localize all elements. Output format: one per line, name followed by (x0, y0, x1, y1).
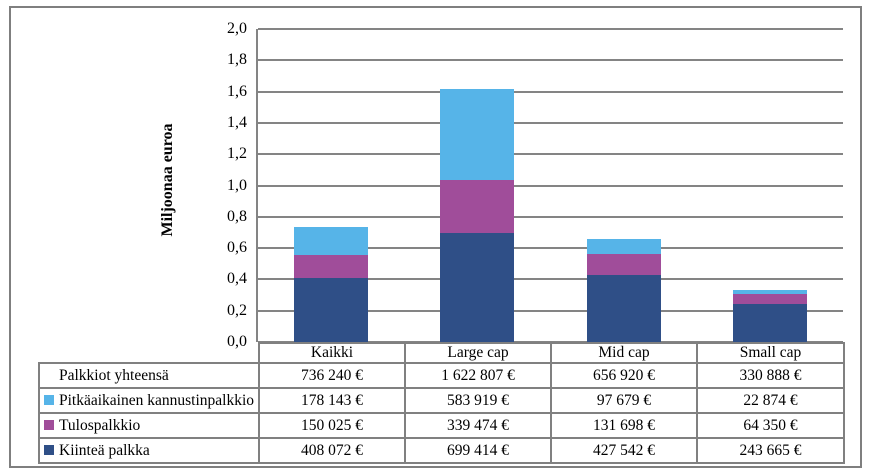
series-label-cell: Kiinteä palkka (38, 437, 260, 464)
value-cell: 243 665 € (696, 437, 845, 464)
legend-swatch-icon (44, 444, 54, 455)
data-table: Kaikki Large cap Mid cap Small cap Palkkiot … (38, 342, 845, 464)
value-cell: 330 888 € (696, 362, 845, 389)
table-row: Kiinteä palkka 408 072 €699 414 €427 542 … (38, 437, 845, 464)
bar-segment-kiinteä-palkka-kaikki (294, 278, 368, 342)
value-cell: 97 679 € (550, 387, 698, 414)
y-tick-label: 0,6 (227, 239, 247, 256)
value-cell: 22 874 € (696, 387, 845, 414)
bar-segment-kiinteä-palkka-small-cap (733, 304, 807, 342)
value-cell: 736 240 € (258, 362, 406, 389)
category-label: Large cap (404, 342, 552, 364)
plot-area (256, 28, 843, 343)
gridline (258, 278, 843, 280)
value-cell: 64 350 € (696, 412, 845, 439)
category-label: Kaikki (258, 342, 406, 364)
bar-segment-tulospalkkio-mid-cap (587, 254, 661, 275)
value-cell: 150 025 € (258, 412, 406, 439)
y-tick-label: 1,8 (227, 51, 247, 68)
value-cell: 427 542 € (550, 437, 698, 464)
y-axis-title: Miljoonaa euroa (159, 123, 176, 237)
table-row: Tulospalkkio 150 025 €339 474 €131 698 €6… (38, 412, 845, 439)
table-row: Palkkiot yhteensä 736 240 €1 622 807 €656… (38, 362, 845, 389)
legend-swatch-icon (44, 419, 54, 430)
series-label-cell: Tulospalkkio (38, 412, 260, 439)
y-tick-label: 1,0 (227, 177, 247, 194)
bar-segment-pitkäaikainen-kannustinpalkkio-kaikki (294, 227, 368, 255)
series-label-cell: Pitkäaikainen kannustinpalkkio (38, 387, 260, 414)
value-cell: 131 698 € (550, 412, 698, 439)
value-cell: 656 920 € (550, 362, 698, 389)
gridline (258, 153, 843, 155)
gridline (258, 216, 843, 218)
gridline (258, 247, 843, 249)
y-tick-label: 1,6 (227, 83, 247, 100)
bar-segment-pitkäaikainen-kannustinpalkkio-large-cap (440, 89, 514, 180)
y-tick-label: 2,0 (227, 20, 247, 37)
y-tick-label: 1,2 (227, 145, 247, 162)
gridline (258, 185, 843, 187)
y-tick-label: 1,4 (227, 114, 247, 131)
legend-swatch-icon (44, 394, 54, 405)
series-label-cell: Palkkiot yhteensä (38, 362, 260, 389)
figure-border (9, 6, 862, 468)
gridline (258, 341, 843, 343)
y-tick-label: 0,8 (227, 208, 247, 225)
gridline (258, 122, 843, 124)
category-label: Mid cap (550, 342, 698, 364)
bar-segment-pitkäaikainen-kannustinpalkkio-mid-cap (587, 239, 661, 254)
value-cell: 583 919 € (404, 387, 552, 414)
value-cell: 699 414 € (404, 437, 552, 464)
table-row: Pitkäaikainen kannustinpalkkio 178 143 €5… (38, 387, 845, 414)
y-tick-label: 0,2 (227, 302, 247, 319)
bar-segment-kiinteä-palkka-large-cap (440, 233, 514, 342)
gridline (258, 28, 843, 30)
bar-segment-tulospalkkio-small-cap (733, 294, 807, 304)
value-cell: 408 072 € (258, 437, 406, 464)
value-cell: 178 143 € (258, 387, 406, 414)
y-tick-label: 0,0 (227, 333, 247, 350)
bar-segment-pitkäaikainen-kannustinpalkkio-small-cap (733, 290, 807, 294)
gridline (258, 310, 843, 312)
bar-segment-tulospalkkio-kaikki (294, 255, 368, 278)
gridline (258, 91, 843, 93)
bar-segment-tulospalkkio-large-cap (440, 180, 514, 233)
y-tick-label: 0,4 (227, 270, 247, 287)
value-cell: 339 474 € (404, 412, 552, 439)
bar-segment-kiinteä-palkka-mid-cap (587, 275, 661, 342)
value-cell: 1 622 807 € (404, 362, 552, 389)
category-label: Small cap (696, 342, 845, 364)
gridline (258, 59, 843, 61)
y-axis-line (256, 29, 258, 342)
category-header-row: Kaikki Large cap Mid cap Small cap (39, 342, 845, 364)
